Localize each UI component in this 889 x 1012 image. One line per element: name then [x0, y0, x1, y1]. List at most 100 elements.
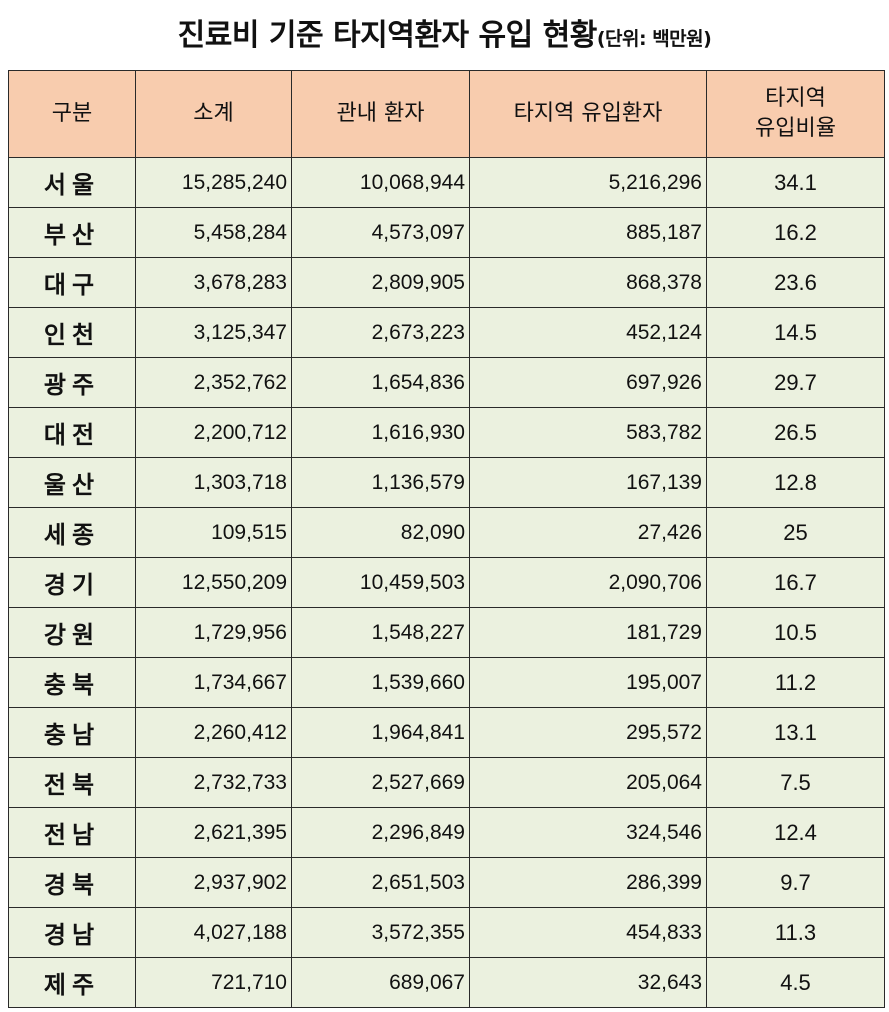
- local-cell: 1,136,579: [291, 457, 470, 508]
- region-cell: 세종: [8, 507, 136, 558]
- local-cell: 689,067: [291, 957, 470, 1008]
- table-row: 서울 15,285,240 10,068,944 5,216,296 34.1: [8, 157, 885, 208]
- table-row: 대구 3,678,283 2,809,905 868,378 23.6: [8, 257, 885, 308]
- region-cell: 전북: [8, 757, 136, 808]
- subtotal-cell: 721,710: [135, 957, 292, 1008]
- subtotal-cell: 3,678,283: [135, 257, 292, 308]
- table-row: 울산 1,303,718 1,136,579 167,139 12.8: [8, 457, 885, 508]
- table-row: 충남 2,260,412 1,964,841 295,572 13.1: [8, 707, 885, 758]
- inflow-cell: 181,729: [469, 607, 707, 658]
- subtotal-cell: 2,937,902: [135, 857, 292, 908]
- header-row: 구분 소계 관내 환자 타지역 유입환자 타지역 유입비율: [8, 70, 885, 158]
- region-cell: 강원: [8, 607, 136, 658]
- subtotal-cell: 12,550,209: [135, 557, 292, 608]
- region-cell: 경남: [8, 907, 136, 958]
- inflow-cell: 195,007: [469, 657, 707, 708]
- table-row: 광주 2,352,762 1,654,836 697,926 29.7: [8, 357, 885, 408]
- region-cell: 제주: [8, 957, 136, 1008]
- local-cell: 82,090: [291, 507, 470, 558]
- table-row: 전남 2,621,395 2,296,849 324,546 12.4: [8, 807, 885, 858]
- table-row: 충북 1,734,667 1,539,660 195,007 11.2: [8, 657, 885, 708]
- inflow-cell: 286,399: [469, 857, 707, 908]
- region-cell: 부산: [8, 207, 136, 258]
- subtotal-cell: 3,125,347: [135, 307, 292, 358]
- subtotal-cell: 1,734,667: [135, 657, 292, 708]
- inflow-cell: 868,378: [469, 257, 707, 308]
- title-unit: (단위: 백만원): [596, 28, 712, 50]
- local-cell: 2,527,669: [291, 757, 470, 808]
- local-cell: 1,548,227: [291, 607, 470, 658]
- region-cell: 대전: [8, 407, 136, 458]
- table-row: 제주 721,710 689,067 32,643 4.5: [8, 957, 885, 1008]
- region-cell: 인천: [8, 307, 136, 358]
- table-body: 서울 15,285,240 10,068,944 5,216,296 34.1 부산 5,4…: [8, 157, 885, 1008]
- ratio-cell: 14.5: [706, 307, 885, 358]
- subtotal-cell: 2,732,733: [135, 757, 292, 808]
- ratio-cell: 10.5: [706, 607, 885, 658]
- inflow-cell: 583,782: [469, 407, 707, 458]
- inflow-cell: 454,833: [469, 907, 707, 958]
- inflow-cell: 452,124: [469, 307, 707, 358]
- inflow-cell: 32,643: [469, 957, 707, 1008]
- local-cell: 2,673,223: [291, 307, 470, 358]
- header-ratio: 타지역 유입비율: [706, 70, 885, 158]
- local-cell: 10,459,503: [291, 557, 470, 608]
- table-row: 세종 109,515 82,090 27,426 25: [8, 507, 885, 558]
- ratio-cell: 25: [706, 507, 885, 558]
- region-cell: 광주: [8, 357, 136, 408]
- subtotal-cell: 2,352,762: [135, 357, 292, 408]
- ratio-cell: 16.2: [706, 207, 885, 258]
- ratio-cell: 29.7: [706, 357, 885, 408]
- ratio-cell: 11.2: [706, 657, 885, 708]
- table-row: 대전 2,200,712 1,616,930 583,782 26.5: [8, 407, 885, 458]
- ratio-cell: 16.7: [706, 557, 885, 608]
- region-cell: 충북: [8, 657, 136, 708]
- inflow-cell: 27,426: [469, 507, 707, 558]
- subtotal-cell: 15,285,240: [135, 157, 292, 208]
- local-cell: 1,654,836: [291, 357, 470, 408]
- inflow-cell: 205,064: [469, 757, 707, 808]
- subtotal-cell: 2,621,395: [135, 807, 292, 858]
- table-row: 강원 1,729,956 1,548,227 181,729 10.5: [8, 607, 885, 658]
- header-region: 구분: [8, 70, 136, 158]
- local-cell: 1,964,841: [291, 707, 470, 758]
- table-row: 인천 3,125,347 2,673,223 452,124 14.5: [8, 307, 885, 358]
- inflow-cell: 167,139: [469, 457, 707, 508]
- subtotal-cell: 1,729,956: [135, 607, 292, 658]
- subtotal-cell: 2,260,412: [135, 707, 292, 758]
- title-main: 진료비 기준 타지역환자 유입 현황: [177, 18, 598, 53]
- table-row: 부산 5,458,284 4,573,097 885,187 16.2: [8, 207, 885, 258]
- subtotal-cell: 2,200,712: [135, 407, 292, 458]
- local-cell: 1,616,930: [291, 407, 470, 458]
- local-cell: 2,296,849: [291, 807, 470, 858]
- inflow-cell: 324,546: [469, 807, 707, 858]
- header-inflow: 타지역 유입환자: [469, 70, 707, 158]
- subtotal-cell: 5,458,284: [135, 207, 292, 258]
- header-subtotal: 소계: [135, 70, 292, 158]
- subtotal-cell: 1,303,718: [135, 457, 292, 508]
- region-cell: 대구: [8, 257, 136, 308]
- local-cell: 2,651,503: [291, 857, 470, 908]
- table-row: 전북 2,732,733 2,527,669 205,064 7.5: [8, 757, 885, 808]
- local-cell: 2,809,905: [291, 257, 470, 308]
- header-local: 관내 환자: [291, 70, 470, 158]
- region-cell: 충남: [8, 707, 136, 758]
- region-cell: 경북: [8, 857, 136, 908]
- header-ratio-line1: 타지역: [765, 86, 826, 111]
- page-title: 진료비 기준 타지역환자 유입 현황(단위: 백만원): [0, 0, 889, 66]
- table-row: 경남 4,027,188 3,572,355 454,833 11.3: [8, 907, 885, 958]
- ratio-cell: 26.5: [706, 407, 885, 458]
- inflow-cell: 885,187: [469, 207, 707, 258]
- ratio-cell: 9.7: [706, 857, 885, 908]
- ratio-cell: 12.4: [706, 807, 885, 858]
- local-cell: 10,068,944: [291, 157, 470, 208]
- ratio-cell: 11.3: [706, 907, 885, 958]
- local-cell: 1,539,660: [291, 657, 470, 708]
- region-cell: 경기: [8, 557, 136, 608]
- ratio-cell: 7.5: [706, 757, 885, 808]
- local-cell: 3,572,355: [291, 907, 470, 958]
- inflow-cell: 697,926: [469, 357, 707, 408]
- region-cell: 서울: [8, 157, 136, 208]
- inflow-cell: 295,572: [469, 707, 707, 758]
- table-row: 경북 2,937,902 2,651,503 286,399 9.7: [8, 857, 885, 908]
